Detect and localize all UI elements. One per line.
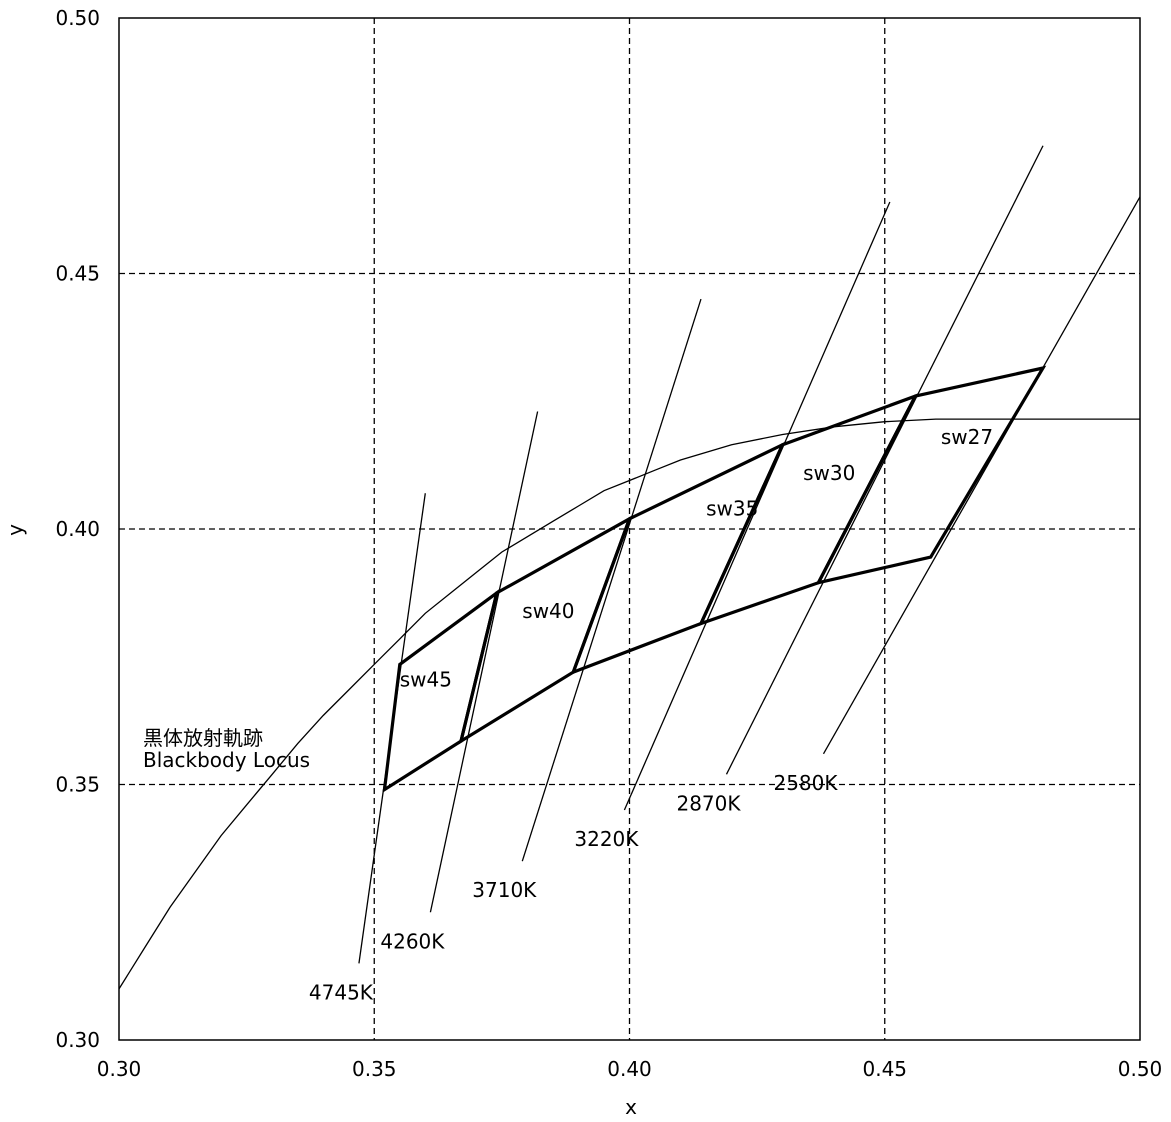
plot-frame [118,17,1141,1041]
isotherm-label-4745K: 4745K [309,980,374,1004]
isotherm-line-2870K [725,145,1044,775]
x-tick-label: 0.40 [607,1057,652,1081]
gridlines [119,18,1140,1040]
blackbody-locus-line [118,418,1140,990]
region-label-sw30: sw30 [803,461,855,485]
isotherm-label-3220K: 3220K [574,827,639,851]
y-tick-label: 0.45 [55,262,100,286]
isotherm-line-2580K [822,196,1141,755]
region-sw35 [570,441,786,675]
y-axis-label: y [3,524,27,536]
y-tick-label: 0.35 [55,773,100,797]
x-tick-label: 0.45 [862,1057,907,1081]
x-tick-label: 0.30 [97,1057,142,1081]
x-tick-labels: 0.30 0.35 0.40 0.45 0.50 [97,1057,1163,1081]
isotherm-line-3220K [623,201,891,811]
y-tick-label: 0.30 [55,1028,100,1052]
y-tick-label: 0.50 [55,6,100,30]
isotherm-label-2580K: 2580K [773,771,838,795]
blackbody-locus-label-ja: 黒体放射軌跡 [143,726,263,750]
region-sw40 [458,515,633,745]
blackbody-locus-label-en: Blackbody Locus [143,748,310,772]
region-label-sw45: sw45 [400,668,452,692]
isotherm-label-2870K: 2870K [676,791,741,815]
blackbody-locus-group [118,418,1140,990]
isotherm-line-3710K [521,298,702,862]
x-axis-label: x [625,1095,637,1119]
y-tick-label: 0.40 [55,517,100,541]
region-label-sw27: sw27 [941,425,993,449]
isotherm-line-4260K [429,411,539,913]
region-label-sw40: sw40 [522,599,574,623]
isotherm-lines-group: 4745K 4260K 3710K 3220K 2870K 2580K [309,145,1141,1004]
x-tick-label: 0.50 [1118,1057,1163,1081]
isotherm-label-3710K: 3710K [472,878,537,902]
region-sw27 [815,365,1047,586]
x-tick-label: 0.35 [352,1057,397,1081]
isotherm-label-4260K: 4260K [380,929,445,953]
y-tick-labels: 0.30 0.35 0.40 0.45 0.50 [55,6,100,1052]
